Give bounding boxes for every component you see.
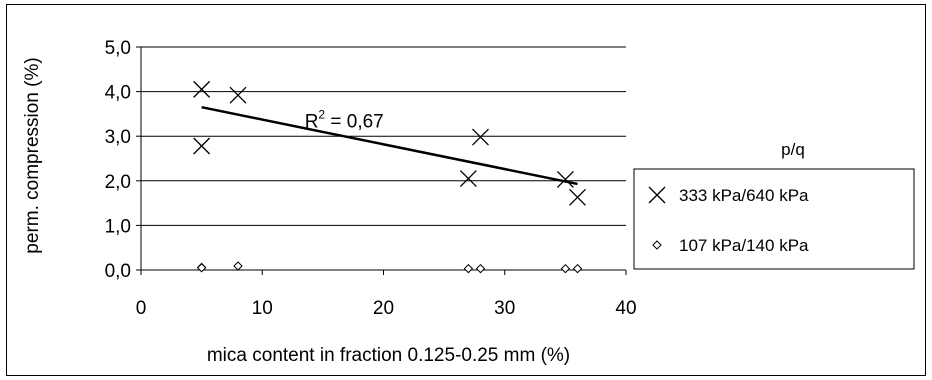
legend-marker-0 bbox=[648, 186, 666, 204]
series-1-point-6 bbox=[572, 263, 583, 274]
x-tick-label-4: 40 bbox=[615, 298, 636, 319]
trendline-series-0 bbox=[201, 105, 578, 186]
x-tick-label-0: 0 bbox=[136, 298, 147, 319]
y-tick-label-5: 5,0 bbox=[105, 38, 131, 59]
series-0-point-6 bbox=[569, 188, 586, 206]
y-tick-label-1: 1,0 bbox=[105, 216, 131, 237]
x-tick-label-3: 30 bbox=[494, 298, 515, 319]
gridlines bbox=[141, 46, 626, 226]
series-1-point-2 bbox=[233, 261, 243, 271]
legend-marker-1 bbox=[652, 240, 662, 250]
labels: 0,0 1,0 2,0 3,0 4,0 5,0 0 10 20 30 40 bbox=[105, 38, 637, 319]
x-tick-label-2: 20 bbox=[373, 298, 394, 319]
series-1-point-1 bbox=[196, 263, 207, 273]
trendline bbox=[201, 105, 578, 186]
r-squared-annotation: R2 = 0,67 bbox=[305, 107, 384, 132]
series-1-point-4 bbox=[475, 263, 486, 274]
axes bbox=[136, 46, 627, 275]
legend: p/q 333 kPa/640 kPa 107 kPa/140 kPa bbox=[633, 140, 915, 270]
y-tick-label-0: 0,0 bbox=[105, 261, 131, 282]
series-0-point-0 bbox=[193, 80, 211, 98]
series-1-point-5 bbox=[560, 263, 571, 274]
chart-frame bbox=[6, 4, 926, 376]
series-1-point-3 bbox=[463, 263, 474, 274]
x-axis-title: mica content in fraction 0.125-0.25 mm (… bbox=[207, 345, 570, 366]
r-squared-superscript: 2 bbox=[318, 107, 325, 121]
y-tick-label-2: 2,0 bbox=[105, 172, 131, 193]
legend-label-0: 333 kPa/640 kPa bbox=[679, 186, 809, 205]
y-axis-title: perm. compression (%) bbox=[22, 57, 43, 253]
series-0-point-1 bbox=[193, 137, 211, 155]
y-tick-label-4: 4,0 bbox=[105, 83, 131, 104]
series-0-point-2 bbox=[229, 86, 247, 104]
series-0-point-4 bbox=[472, 128, 489, 146]
x-tick-label-1: 10 bbox=[252, 298, 273, 319]
series-0-point-3 bbox=[459, 170, 477, 188]
series-0-point-5 bbox=[556, 171, 574, 188]
y-tick-label-3: 3,0 bbox=[105, 127, 131, 148]
legend-title: p/q bbox=[781, 140, 805, 159]
data-points bbox=[193, 80, 586, 274]
legend-label-1: 107 kPa/140 kPa bbox=[679, 236, 809, 255]
legend-box bbox=[633, 168, 915, 270]
